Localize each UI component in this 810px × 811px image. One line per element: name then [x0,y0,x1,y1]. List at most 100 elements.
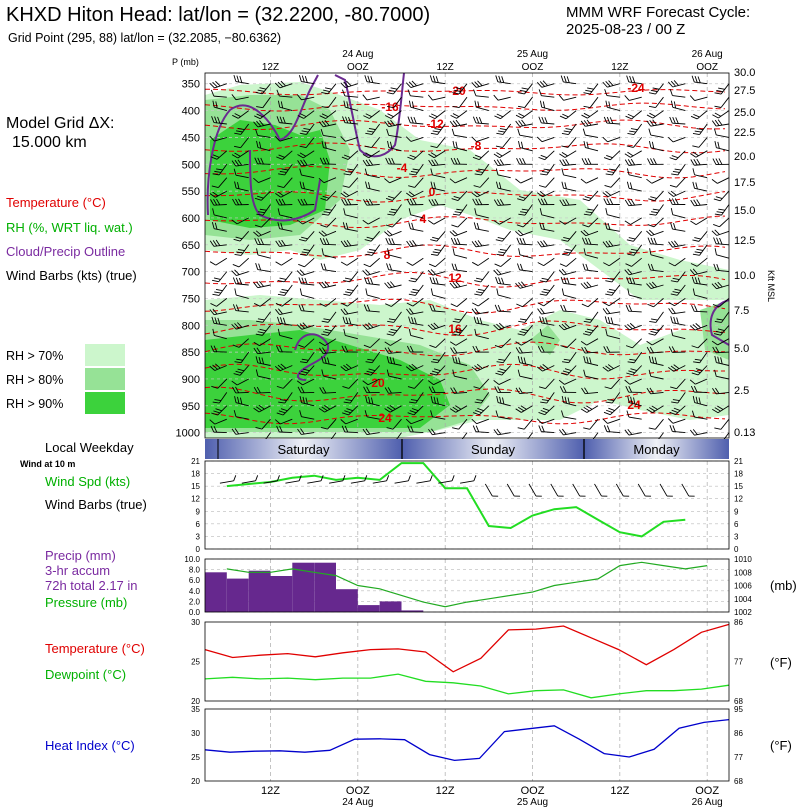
wind-barb [296,217,315,225]
wind-barb-flag [261,357,265,365]
wind-barb-flag [649,320,656,323]
wind-barb-staff [585,254,599,259]
wind-barb [605,208,620,219]
wind-barb-flag [256,106,263,109]
wind-barb-flag [321,106,329,109]
wind-barb-flag [324,87,332,90]
surface-wind-barb [372,475,390,484]
wind-barb-staff [301,187,315,192]
wind-barb [343,328,358,340]
wind-barb-flag [602,241,608,248]
wind-barb-flag [318,177,325,184]
wind-barb [624,150,642,158]
day-band-sunday [402,439,584,459]
wind-barb [210,150,228,160]
kft-tick-label: 30.0 [734,67,755,79]
wind-barb-flag [477,407,484,412]
wind-barb [689,95,708,102]
wind-barb-flag [610,317,614,325]
wind-barb-flag [537,198,542,205]
wind-barb-flag [535,495,542,497]
wind-barb [474,284,490,296]
wind-barb-staff [262,204,271,216]
wind-barb-flag [322,386,327,394]
wind-barb-staff [432,324,446,331]
wind-barb-staff [475,431,489,434]
wind-barb-flag [303,127,311,131]
wind-barb [582,263,599,273]
wind-barb [296,378,315,386]
wind-barb [321,311,337,323]
wind-barb [648,325,664,336]
wind-barb-flag [471,192,478,198]
wind-barb-staff [454,284,468,289]
wind-barb-staff [672,311,686,315]
wind-barb-flag [690,199,695,207]
wind-barb-flag [279,399,287,402]
wind-barb-staff [476,418,489,425]
wind-barb [340,136,358,142]
wind-barb [539,100,555,112]
wind-barb-flag [536,418,543,424]
wind-barb-staff [650,123,664,127]
wind-barb-flag [561,268,567,275]
temperature-contour-label: 4 [420,212,427,226]
wind-barb [451,128,468,138]
wind-barb-flag [451,198,459,201]
wind-barb-flag [719,237,723,245]
wind-barb-flag [345,399,353,402]
wind-barb-flag [606,198,611,205]
wind-barb [646,387,664,395]
wind-barb-staff [480,164,490,176]
wind-barb-staff [433,150,446,159]
wind-barb-flag [214,222,218,230]
wind-barb-flag [410,277,418,280]
wind-barb-staff [438,480,453,484]
wind-barb-flag [388,89,396,92]
wind-barb [474,271,490,283]
wind-barb-flag [474,308,480,314]
wind-barb-flag [518,113,525,117]
wind-barb-flag [515,230,521,237]
wind-barb [296,94,315,101]
wind-barb-flag [580,283,586,289]
wind-barb-flag [233,373,241,376]
wind-barb-flag [210,425,215,433]
wind-barb-flag [496,288,499,296]
wind-barb-staff [329,480,343,484]
wind-barb-flag [386,128,390,136]
wind-barb-flag [695,323,701,329]
wind-barb-flag [449,120,455,127]
wind-barb-flag [390,281,396,287]
wind-barb [561,231,577,242]
wind-barb-flag [517,198,524,202]
wind-barb-staff [716,375,730,380]
wind-barb-staff [587,110,599,119]
wind-barb-flag [343,328,346,336]
wind-barb-flag [214,116,218,124]
wind-barb-flag [671,240,676,247]
wind-barb-flag [209,240,215,247]
wind-barb-flag [629,277,633,284]
wind-barb-flag [369,198,374,206]
wind-barb-flag [259,280,265,287]
wind-barb-flag [296,94,302,101]
wind-barb-staff [611,164,621,176]
wind-barb-flag [582,198,590,202]
wind-barb [254,157,271,165]
wind-barb-flag [323,89,330,92]
wind-barb-flag [231,94,237,100]
wind-barb-flag [279,277,287,280]
wind-barb-flag [538,425,542,432]
kft-tick-label: 25.0 [734,107,755,119]
wind-barb-flag [584,346,589,354]
wind-barb-flag [211,222,215,229]
wind-barb-staff [717,405,730,414]
wind-barb-flag [472,345,477,353]
wind-barb [581,346,599,354]
wind-barb-flag [322,347,327,354]
wind-barb [580,405,599,413]
wind-barb-staff [521,338,533,346]
wind-barb-flag [386,263,390,270]
surface-wind-barb [394,475,411,484]
